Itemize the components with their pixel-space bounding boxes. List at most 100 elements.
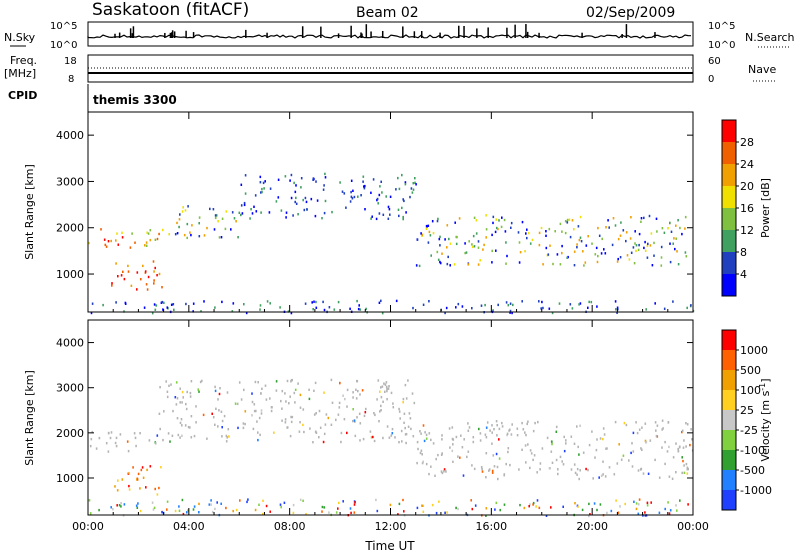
scatter-cell [145,244,148,247]
scatter-cell [371,215,373,218]
scatter-cell [488,468,491,471]
scatter-cell [190,415,193,418]
scatter-cell [285,216,287,219]
scatter-cell [212,208,215,211]
colorbar-tick-label: 12 [740,224,754,237]
scatter-cell [168,233,170,236]
scatter-cell [231,211,234,214]
scatter-cell [221,435,223,438]
colorbar-swatch [722,410,736,430]
scatter-cell [545,230,547,233]
scatter-cell [147,232,150,235]
scatter-cell [228,435,230,438]
scatter-cell [330,423,333,426]
scatter-cell [686,423,689,426]
scatter-cell [128,471,130,475]
scatter-cell [439,261,442,265]
scatter-cell [498,438,500,441]
scatter-cell [644,422,647,425]
scatter-cell [379,410,381,413]
scatter-cell [619,234,622,237]
scatter-cell [496,424,498,427]
scatter-cell [116,504,118,507]
scatter-cell [211,510,214,514]
scatter-cell [354,501,356,504]
scatter-cell [602,427,605,430]
scatter-cell [146,288,149,291]
scatter-cell [156,237,159,241]
scatter-cell [545,234,547,237]
scatter-cell [402,498,404,502]
scatter-cell [175,381,178,384]
scatter-cell [186,222,189,226]
scatter-cell [587,235,589,238]
scatter-cell [135,444,137,448]
scatter-cell [178,505,180,508]
scatter-cell [226,436,228,439]
scatter-cell [451,437,454,441]
scatter-cell [333,308,336,311]
scatter-cell [669,221,671,225]
scatter-cell [634,230,636,233]
scatter-cell [485,436,488,439]
scatter-cell [614,420,617,424]
scatter-cell [414,181,416,184]
scatter-cell [353,419,356,422]
scatter-cell [625,231,628,234]
scatter-cell [538,243,541,247]
scatter-cell [338,406,341,409]
scatter-cell [245,311,248,315]
power-ylabel: Slant Range [km] [23,164,36,260]
scatter-cell [290,420,293,424]
scatter-cell [635,249,637,253]
scatter-cell [220,502,222,505]
scatter-cell [507,450,509,454]
scatter-cell [139,509,142,513]
scatter-cell [186,236,188,240]
scatter-cell [149,238,152,242]
scatter-cell [126,440,129,443]
scatter-cell [190,436,193,439]
scatter-cell [251,392,253,395]
scatter-cell [610,509,613,513]
scatter-cell [261,190,263,194]
scatter-cell [522,428,525,431]
scatter-cell [209,207,211,211]
scatter-cell [240,183,243,186]
scatter-cell [676,509,678,512]
scatter-cell [416,461,418,465]
scatter-cell [619,505,621,508]
scatter-cell [658,511,661,514]
scatter-cell [337,507,339,510]
scatter-cell [606,447,608,450]
scatter-cell [449,264,451,267]
scatter-cell [160,466,162,469]
scatter-cell [215,214,218,217]
scatter-cell [587,306,589,309]
scatter-cell [566,256,568,259]
scatter-cell [576,473,578,476]
scatter-cell [255,210,258,213]
scatter-cell [309,427,311,430]
scatter-cell [141,466,144,469]
scatter-cell [505,241,507,244]
scatter-cell [363,187,366,190]
scatter-cell [253,205,255,208]
scatter-cell [579,215,582,219]
scatter-cell [203,234,206,237]
scatter-cell [551,311,554,315]
scatter-cell [686,472,689,475]
scatter-cell [214,385,216,389]
scatter-cell [219,387,221,390]
scatter-cell [521,220,524,224]
scatter-cell [243,203,246,207]
scatter-cell [116,232,118,235]
scatter-cell [674,247,676,251]
scatter-cell [577,505,579,508]
scatter-cell [89,512,92,515]
scatter-cell [389,213,391,216]
colorbar-swatch [722,450,736,470]
scatter-cell [217,398,219,401]
scatter-cell [655,434,658,438]
scatter-cell [478,427,480,431]
